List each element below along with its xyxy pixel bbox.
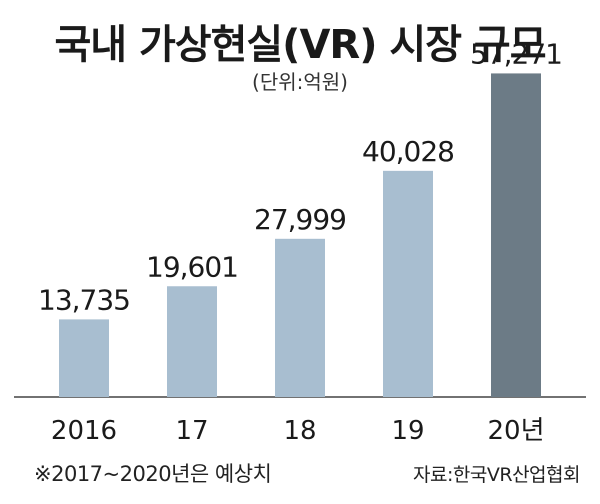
category-label-0: 2016 [51,416,117,446]
category-label-1: 17 [175,416,208,446]
source-label: 자료:한국VR산업협회 [413,464,580,486]
unit-label: (단위:억원) [252,70,348,94]
bar-3 [383,170,433,397]
chart-title: 국내 가상현실(VR) 시장 규모 [54,22,546,68]
value-label-1: 19,601 [146,250,238,283]
forecast-note: ※2017~2020년은 예상치 [34,462,272,486]
value-label-3: 40,028 [362,135,454,168]
bar-4 [491,73,541,397]
bar-2 [275,238,325,397]
category-label-2: 18 [283,416,316,446]
bar-1 [167,286,217,397]
value-label-0: 13,735 [38,283,130,316]
value-label-2: 27,999 [254,203,346,236]
category-label-4: 20년 [487,416,544,446]
category-label-3: 19 [391,416,424,446]
bar-0 [59,319,109,397]
value-label-4: 57,271 [470,37,562,70]
